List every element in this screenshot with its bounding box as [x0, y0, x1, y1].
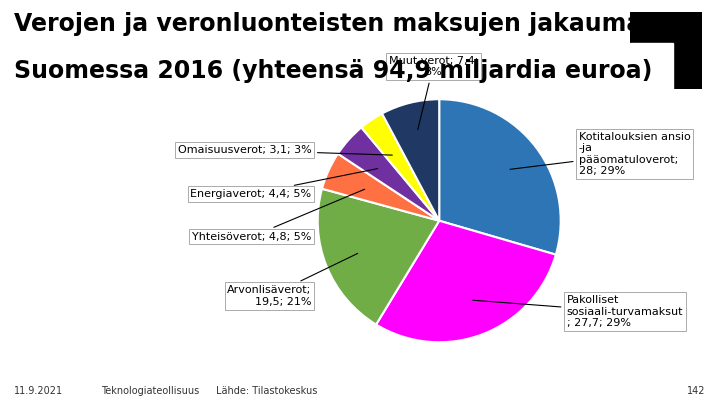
Wedge shape [361, 113, 439, 221]
Text: Teknologiateollisuus: Teknologiateollisuus [101, 386, 199, 396]
Bar [630, 43, 673, 89]
Text: 142: 142 [687, 386, 706, 396]
Text: Arvonlisäverot;
19,5; 21%: Arvonlisäverot; 19,5; 21% [228, 254, 358, 307]
Wedge shape [439, 99, 561, 255]
Wedge shape [382, 99, 439, 221]
Text: Suomessa 2016 (yhteensä 94,9 miljardia euroa): Suomessa 2016 (yhteensä 94,9 miljardia e… [14, 59, 653, 83]
Text: Pakolliset
sosiaali­turvamaksut
; 27,7; 29%: Pakolliset sosiaali­turvamaksut ; 27,7; … [473, 295, 683, 328]
Text: Yhteisöverot; 4,8; 5%: Yhteisöverot; 4,8; 5% [192, 189, 365, 241]
Text: 11.9.2021: 11.9.2021 [14, 386, 63, 396]
Text: Kotitalouksien ansio
-ja
pääomatuloverot;
28; 29%: Kotitalouksien ansio -ja pääomatuloverot… [510, 132, 690, 176]
Wedge shape [322, 154, 439, 221]
Text: Verojen ja veronluonteisten maksujen jakauma: Verojen ja veronluonteisten maksujen jak… [14, 12, 643, 36]
Wedge shape [376, 221, 556, 342]
Wedge shape [318, 189, 439, 324]
Wedge shape [338, 128, 439, 221]
Text: Energiaverot; 4,4; 5%: Energiaverot; 4,4; 5% [191, 168, 377, 199]
Text: Lähde: Tilastokeskus: Lähde: Tilastokeskus [216, 386, 318, 396]
Text: Omaisuusverot; 3,1; 3%: Omaisuusverot; 3,1; 3% [178, 145, 392, 155]
Text: Muut verot; 7,4;
8%: Muut verot; 7,4; 8% [389, 56, 478, 130]
